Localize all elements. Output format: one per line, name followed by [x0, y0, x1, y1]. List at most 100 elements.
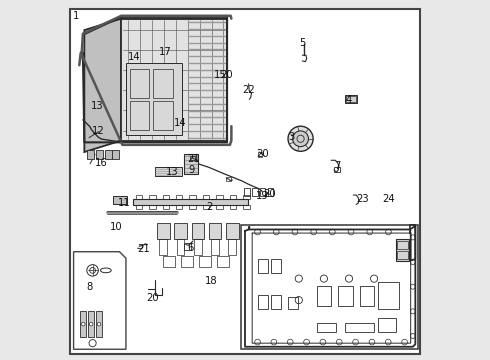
Bar: [113, 197, 126, 204]
Circle shape: [90, 267, 96, 273]
Bar: [268, 188, 273, 196]
Text: 24: 24: [382, 194, 395, 204]
Text: 10: 10: [110, 222, 122, 232]
Polygon shape: [122, 19, 227, 140]
Ellipse shape: [100, 268, 111, 273]
Text: 19: 19: [256, 191, 269, 201]
Bar: [378, 318, 395, 332]
Bar: [334, 167, 341, 172]
Bar: [153, 101, 172, 130]
Bar: [159, 239, 167, 255]
Bar: [105, 150, 112, 159]
Bar: [194, 239, 201, 255]
Bar: [317, 286, 331, 306]
Text: 3: 3: [288, 132, 294, 142]
Bar: [149, 205, 155, 210]
Bar: [395, 239, 409, 261]
Text: 20: 20: [256, 149, 269, 159]
Text: 9: 9: [188, 165, 195, 175]
Bar: [153, 69, 172, 98]
Circle shape: [293, 131, 309, 147]
Bar: [360, 286, 374, 306]
Bar: [136, 195, 142, 199]
Bar: [243, 195, 250, 199]
Circle shape: [81, 322, 85, 326]
Bar: [317, 323, 337, 332]
Bar: [157, 223, 170, 239]
Bar: [163, 256, 175, 267]
Circle shape: [89, 339, 96, 347]
Text: 4: 4: [346, 95, 352, 105]
Bar: [216, 205, 223, 210]
Bar: [87, 150, 94, 159]
Text: 13: 13: [166, 167, 179, 177]
Bar: [288, 297, 298, 309]
Bar: [96, 150, 102, 159]
Bar: [163, 195, 169, 199]
Bar: [190, 205, 196, 210]
Bar: [258, 259, 268, 273]
Bar: [199, 256, 211, 267]
Bar: [191, 156, 195, 160]
Bar: [260, 188, 266, 196]
Text: 14: 14: [128, 52, 141, 62]
Text: 15: 15: [214, 70, 226, 80]
Text: 13: 13: [91, 102, 103, 112]
Text: 1: 1: [74, 11, 80, 21]
Bar: [176, 239, 184, 255]
Bar: [112, 150, 119, 159]
Text: 12: 12: [92, 126, 105, 135]
Bar: [190, 195, 196, 199]
Bar: [203, 195, 209, 199]
Bar: [217, 256, 228, 267]
Bar: [129, 69, 149, 98]
Bar: [346, 96, 356, 102]
Bar: [163, 205, 169, 210]
Bar: [126, 63, 181, 135]
Bar: [133, 199, 248, 205]
Bar: [174, 223, 187, 239]
Bar: [271, 259, 281, 273]
Text: 2: 2: [206, 202, 212, 212]
Bar: [136, 205, 142, 210]
Bar: [96, 311, 102, 337]
Circle shape: [87, 265, 98, 276]
Text: 21: 21: [138, 244, 150, 254]
Bar: [345, 95, 357, 103]
Bar: [397, 241, 408, 249]
Bar: [176, 195, 182, 199]
Bar: [181, 256, 193, 267]
Bar: [252, 188, 258, 196]
Text: 17: 17: [159, 46, 172, 57]
Polygon shape: [93, 19, 227, 47]
Bar: [184, 243, 191, 250]
Text: 11: 11: [118, 198, 130, 208]
Bar: [209, 223, 221, 239]
Text: 14: 14: [173, 118, 186, 128]
Bar: [155, 167, 181, 176]
Bar: [230, 195, 236, 199]
Bar: [192, 223, 204, 239]
Polygon shape: [74, 252, 126, 349]
Circle shape: [97, 322, 101, 326]
Bar: [241, 225, 418, 349]
Bar: [203, 205, 209, 210]
Text: 5: 5: [299, 38, 306, 48]
Bar: [258, 295, 268, 309]
Bar: [226, 177, 231, 181]
Bar: [176, 205, 182, 210]
Text: 21: 21: [188, 154, 200, 164]
Text: 23: 23: [356, 194, 369, 204]
Bar: [149, 195, 155, 199]
Bar: [216, 195, 223, 199]
Bar: [184, 154, 197, 174]
Text: 22: 22: [242, 85, 255, 95]
Bar: [271, 295, 281, 309]
Polygon shape: [84, 19, 122, 152]
Bar: [378, 282, 399, 309]
Bar: [230, 205, 236, 210]
Text: 6: 6: [187, 243, 194, 253]
Bar: [338, 286, 353, 306]
Text: 20: 20: [146, 293, 159, 303]
Bar: [88, 311, 95, 337]
